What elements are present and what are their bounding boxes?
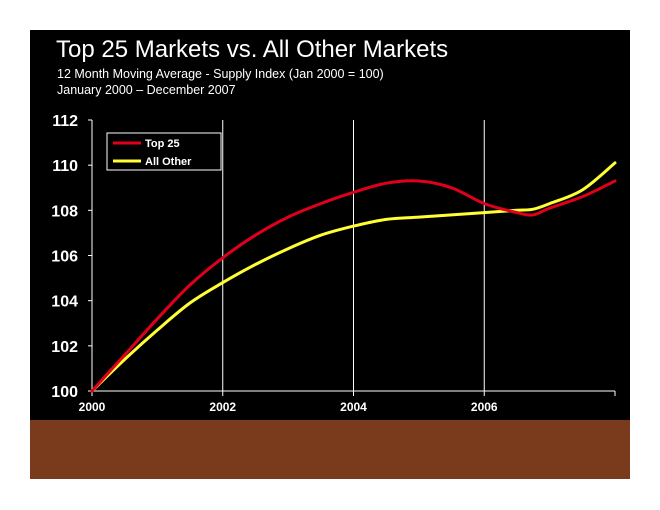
y-tick-label: 108 [51, 203, 78, 220]
bottom-band [30, 420, 630, 479]
chart-date-range: January 2000 – December 2007 [57, 83, 236, 97]
series-line-all-other [90, 161, 617, 393]
legend: Top 25 All Other [106, 132, 222, 171]
x-tick-label: 2006 [471, 400, 498, 414]
chart-subtitle: 12 Month Moving Average - Supply Index (… [57, 67, 384, 81]
x-tick-label: 2002 [209, 400, 236, 414]
legend-label: All Other [145, 156, 192, 168]
x-tick-label: 2004 [340, 400, 367, 414]
vertical-gridlines [222, 120, 485, 391]
y-tick-label: 102 [51, 339, 78, 356]
y-tick-label: 104 [51, 294, 78, 311]
y-tick-label: 100 [51, 384, 78, 401]
series-line-top-25 [90, 179, 617, 393]
y-tick-labels: 100 102 104 106 108 110 112 [51, 113, 92, 401]
x-tick-labels: 2000 2002 2004 2006 [79, 391, 616, 414]
line-chart: 100 102 104 106 108 110 112 2000 2002 2004 2006 T… [51, 113, 617, 414]
legend-box [106, 132, 222, 171]
y-tick-label: 106 [51, 249, 78, 266]
y-tick-label: 110 [52, 158, 78, 175]
series-lines [90, 161, 617, 393]
legend-label: Top 25 [145, 138, 180, 150]
y-tick-label: 112 [52, 113, 78, 130]
x-tick-label: 2000 [79, 400, 106, 414]
chart-title: Top 25 Markets vs. All Other Markets [56, 36, 449, 63]
slide: Top 25 Markets vs. All Other Markets 12 … [30, 30, 630, 479]
